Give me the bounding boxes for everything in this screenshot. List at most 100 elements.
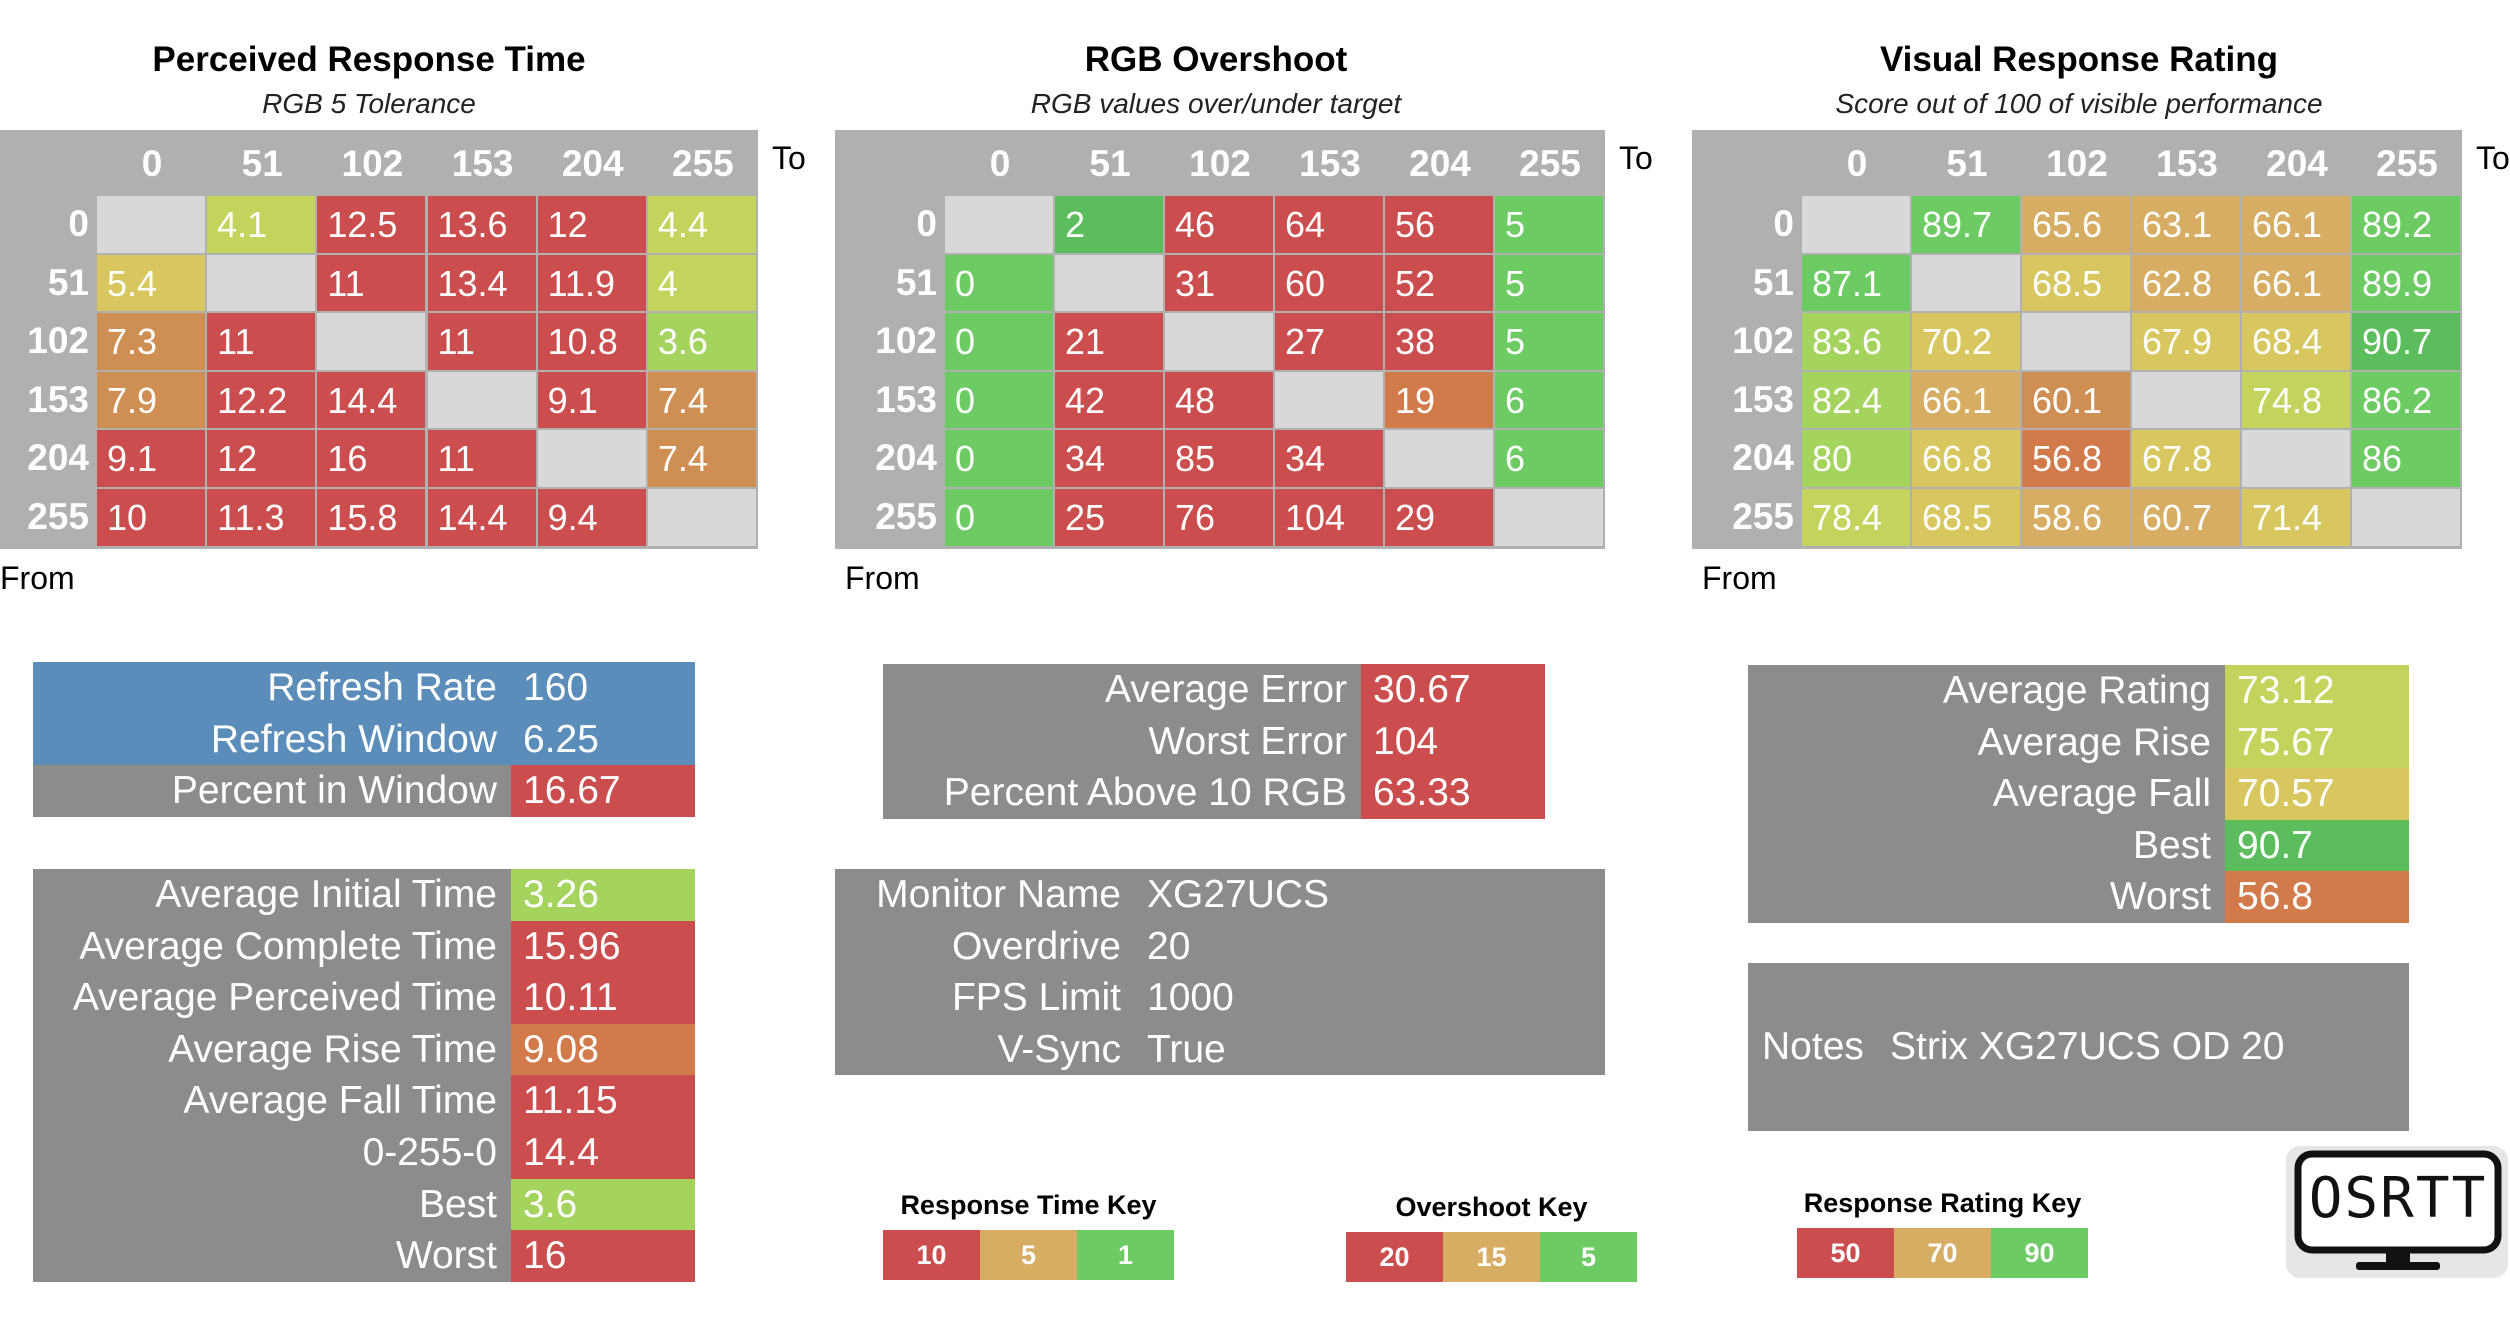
- panel-label: Average Fall: [1992, 772, 2211, 815]
- matrix-cell: [945, 196, 1053, 253]
- matrix-cell: 34: [1055, 430, 1163, 487]
- panel-label: FPS Limit: [951, 976, 1121, 1019]
- column-header: 153: [451, 143, 514, 184]
- matrix-cell: 4.4: [647, 196, 756, 253]
- column-header: 255: [672, 143, 734, 184]
- matrix-cell: 10.8: [537, 313, 646, 370]
- matrix-cell: [1165, 313, 1273, 370]
- matrix-cell: 4: [647, 254, 756, 312]
- panel-value: XG27UCS: [1147, 873, 1330, 916]
- matrix-title: Perceived Response Time: [152, 40, 586, 79]
- matrix-cell: 12.5: [317, 196, 426, 253]
- matrix-cell: 78.4: [1802, 489, 1910, 546]
- key-swatch: 50: [1797, 1228, 1894, 1278]
- matrix-cell: 68.4: [2242, 313, 2350, 370]
- panel-label: Overdrive: [951, 924, 1121, 968]
- panel-label: Best: [2132, 823, 2211, 867]
- matrix-cell: [1912, 254, 2020, 312]
- monitor-icon: [2294, 1150, 2502, 1270]
- column-header: 51: [241, 143, 283, 184]
- panel-value: 20: [1147, 924, 1191, 968]
- column-header: 102: [2046, 143, 2108, 184]
- matrix-cell: 86: [2352, 430, 2460, 487]
- row-header: 153: [27, 378, 89, 420]
- column-header: 153: [2156, 143, 2218, 184]
- matrix-cell: 5: [1495, 254, 1603, 312]
- matrix-cell: 34: [1275, 430, 1383, 487]
- from-label: From: [845, 560, 920, 596]
- matrix-cell: 19: [1385, 371, 1493, 429]
- key-swatch: 20: [1346, 1232, 1443, 1282]
- row-header: 51: [47, 261, 89, 303]
- matrix-cell: 12.2: [207, 371, 316, 429]
- notes-label: Notes: [1762, 1025, 1864, 1068]
- key-swatch: 5: [1540, 1232, 1637, 1282]
- panel-value: 73.12: [2225, 665, 2409, 717]
- panel-label: Average Complete Time: [79, 924, 497, 968]
- matrix-cell: 64: [1275, 196, 1383, 253]
- panel-label: Worst Error: [1148, 719, 1347, 763]
- matrix-cell: [2242, 430, 2350, 487]
- column-header: 204: [2266, 143, 2328, 184]
- matrix-cell: 46: [1165, 196, 1273, 253]
- panel-label: 0-255-0: [362, 1131, 497, 1174]
- column-header: 102: [341, 143, 404, 184]
- key-title: Response Time Key: [900, 1190, 1157, 1220]
- panel-label: Refresh Window: [210, 717, 497, 761]
- matrix-cell: 71.4: [2242, 489, 2350, 546]
- matrix-cell: 60.1: [2022, 371, 2130, 429]
- column-header: 0: [141, 143, 163, 184]
- matrix-cell: 52: [1385, 254, 1493, 312]
- column-header: 0: [989, 143, 1011, 184]
- matrix-cell: 56.8: [2022, 430, 2130, 487]
- panel-value: 1000: [1147, 976, 1234, 1019]
- row-header: 102: [875, 320, 937, 362]
- matrix-cell: [647, 489, 756, 546]
- panel-value: 14.4: [511, 1127, 695, 1179]
- matrix-cell: 74.8: [2242, 371, 2350, 429]
- matrix-cell: [317, 313, 426, 370]
- matrix-cell: 11: [427, 430, 536, 487]
- matrix-cell: [427, 371, 536, 429]
- matrix-cell: 0: [945, 313, 1053, 370]
- panel-label: Best: [418, 1182, 497, 1226]
- matrix-cell: 86.2: [2352, 371, 2460, 429]
- from-label: From: [1702, 560, 1777, 596]
- matrix-cell: 63.1: [2132, 196, 2240, 253]
- row-header: 204: [875, 437, 937, 479]
- matrix-cell: 0: [945, 254, 1053, 312]
- matrix-cell: 14.4: [427, 489, 536, 546]
- matrix-cell: 12: [207, 430, 316, 487]
- matrix-cell: 60.7: [2132, 489, 2240, 546]
- matrix-cell: 27: [1275, 313, 1383, 370]
- panel-label: Average Perceived Time: [72, 976, 497, 1020]
- matrix-cell: 89.2: [2352, 196, 2460, 253]
- matrix-cell: 13.4: [427, 254, 536, 312]
- row-header: 204: [1732, 437, 1794, 479]
- matrix-cell: [537, 430, 646, 487]
- matrix-cell: 2: [1055, 196, 1163, 253]
- panel-value: 3.6: [511, 1178, 695, 1231]
- row-header: 255: [27, 496, 89, 537]
- panel-label: Average Rise: [1977, 720, 2211, 764]
- matrix-cell: [1055, 254, 1163, 312]
- panel-row-label-bg: [33, 662, 511, 714]
- row-header: 255: [1732, 496, 1794, 537]
- matrix-cell: 5.4: [97, 254, 206, 312]
- panel-value: 15.96: [511, 920, 695, 973]
- panel-value: 63.33: [1361, 767, 1545, 819]
- matrix-cell: 68.5: [2022, 254, 2130, 312]
- panel-value: 10.11: [511, 972, 695, 1024]
- matrix-cell: 21: [1055, 313, 1163, 370]
- matrix-cell: 62.8: [2132, 254, 2240, 312]
- matrix-cell: 60: [1275, 254, 1383, 312]
- row-header: 0: [916, 203, 937, 244]
- matrix-cell: 11: [317, 254, 426, 312]
- matrix-cell: 70.2: [1912, 313, 2020, 370]
- panel-label: Average Error: [1104, 668, 1347, 711]
- matrix-cell: 48: [1165, 371, 1273, 429]
- from-label: From: [0, 560, 75, 596]
- key-swatch: 10: [883, 1230, 980, 1280]
- matrix-cell: 16: [317, 430, 426, 487]
- matrix-cell: 7.3: [97, 313, 206, 370]
